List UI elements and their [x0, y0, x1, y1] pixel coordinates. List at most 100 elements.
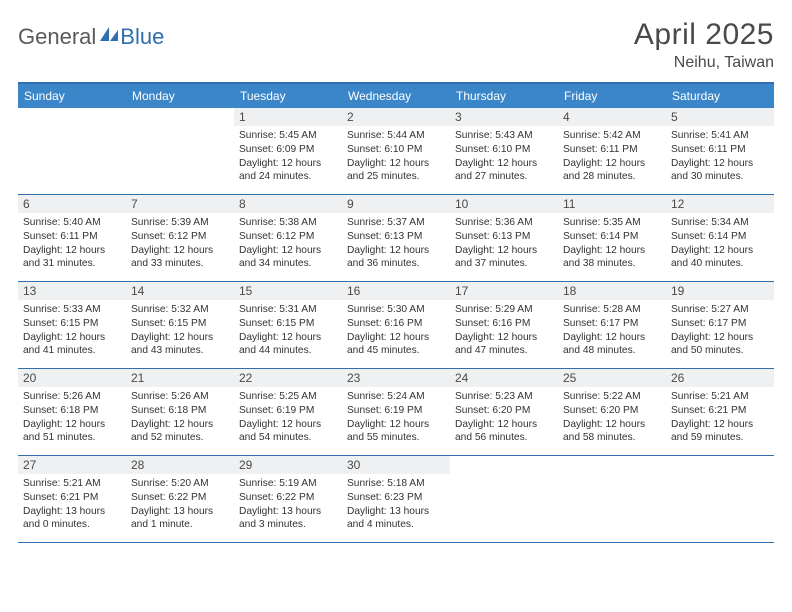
day-number: 25 [558, 369, 666, 387]
day-body: Sunrise: 5:38 AMSunset: 6:12 PMDaylight:… [234, 213, 342, 275]
day-number: 15 [234, 282, 342, 300]
day-cell [18, 108, 126, 194]
day-body: Sunrise: 5:22 AMSunset: 6:20 PMDaylight:… [558, 387, 666, 449]
day-cell [126, 108, 234, 194]
sunset-line: Sunset: 6:20 PM [455, 404, 553, 418]
day-number: 11 [558, 195, 666, 213]
dow-label: Saturday [666, 84, 774, 108]
sunrise-line: Sunrise: 5:29 AM [455, 303, 553, 317]
day-body: Sunrise: 5:25 AMSunset: 6:19 PMDaylight:… [234, 387, 342, 449]
sunrise-line: Sunrise: 5:22 AM [563, 390, 661, 404]
day-number: 1 [234, 108, 342, 126]
day-cell: 19Sunrise: 5:27 AMSunset: 6:17 PMDayligh… [666, 282, 774, 368]
calendar-weeks: 1Sunrise: 5:45 AMSunset: 6:09 PMDaylight… [18, 108, 774, 543]
day-body: Sunrise: 5:33 AMSunset: 6:15 PMDaylight:… [18, 300, 126, 362]
day-number: 12 [666, 195, 774, 213]
header: General Blue April 2025 Neihu, Taiwan [18, 18, 774, 72]
sunrise-line: Sunrise: 5:40 AM [23, 216, 121, 230]
title-block: April 2025 Neihu, Taiwan [634, 18, 774, 72]
day-number: 21 [126, 369, 234, 387]
sunrise-line: Sunrise: 5:36 AM [455, 216, 553, 230]
sunrise-line: Sunrise: 5:21 AM [671, 390, 769, 404]
month-title: April 2025 [634, 18, 774, 52]
sunset-line: Sunset: 6:14 PM [671, 230, 769, 244]
sunrise-line: Sunrise: 5:28 AM [563, 303, 661, 317]
day-body: Sunrise: 5:41 AMSunset: 6:11 PMDaylight:… [666, 126, 774, 188]
day-cell: 17Sunrise: 5:29 AMSunset: 6:16 PMDayligh… [450, 282, 558, 368]
daylight-line: Daylight: 12 hours and 33 minutes. [131, 244, 229, 272]
daylight-line: Daylight: 12 hours and 36 minutes. [347, 244, 445, 272]
sunrise-line: Sunrise: 5:21 AM [23, 477, 121, 491]
location: Neihu, Taiwan [634, 54, 774, 72]
day-number: 28 [126, 456, 234, 474]
day-cell: 11Sunrise: 5:35 AMSunset: 6:14 PMDayligh… [558, 195, 666, 281]
daylight-line: Daylight: 13 hours and 3 minutes. [239, 505, 337, 533]
sunset-line: Sunset: 6:16 PM [455, 317, 553, 331]
sunrise-line: Sunrise: 5:24 AM [347, 390, 445, 404]
day-cell: 10Sunrise: 5:36 AMSunset: 6:13 PMDayligh… [450, 195, 558, 281]
sunrise-line: Sunrise: 5:38 AM [239, 216, 337, 230]
dow-row: SundayMondayTuesdayWednesdayThursdayFrid… [18, 84, 774, 108]
daylight-line: Daylight: 12 hours and 48 minutes. [563, 331, 661, 359]
day-number: 3 [450, 108, 558, 126]
day-body: Sunrise: 5:36 AMSunset: 6:13 PMDaylight:… [450, 213, 558, 275]
day-body: Sunrise: 5:30 AMSunset: 6:16 PMDaylight:… [342, 300, 450, 362]
dow-label: Wednesday [342, 84, 450, 108]
sunset-line: Sunset: 6:10 PM [455, 143, 553, 157]
day-body: Sunrise: 5:42 AMSunset: 6:11 PMDaylight:… [558, 126, 666, 188]
day-body: Sunrise: 5:20 AMSunset: 6:22 PMDaylight:… [126, 474, 234, 536]
sunset-line: Sunset: 6:22 PM [131, 491, 229, 505]
day-body: Sunrise: 5:34 AMSunset: 6:14 PMDaylight:… [666, 213, 774, 275]
sunrise-line: Sunrise: 5:27 AM [671, 303, 769, 317]
sunrise-line: Sunrise: 5:18 AM [347, 477, 445, 491]
sunset-line: Sunset: 6:23 PM [347, 491, 445, 505]
day-cell: 25Sunrise: 5:22 AMSunset: 6:20 PMDayligh… [558, 369, 666, 455]
sunset-line: Sunset: 6:21 PM [23, 491, 121, 505]
day-number: 14 [126, 282, 234, 300]
daylight-line: Daylight: 12 hours and 34 minutes. [239, 244, 337, 272]
day-number: 27 [18, 456, 126, 474]
daylight-line: Daylight: 12 hours and 52 minutes. [131, 418, 229, 446]
day-body: Sunrise: 5:26 AMSunset: 6:18 PMDaylight:… [126, 387, 234, 449]
day-body: Sunrise: 5:19 AMSunset: 6:22 PMDaylight:… [234, 474, 342, 536]
sunrise-line: Sunrise: 5:25 AM [239, 390, 337, 404]
sunrise-line: Sunrise: 5:45 AM [239, 129, 337, 143]
week-row: 20Sunrise: 5:26 AMSunset: 6:18 PMDayligh… [18, 369, 774, 456]
daylight-line: Daylight: 13 hours and 1 minute. [131, 505, 229, 533]
sunset-line: Sunset: 6:22 PM [239, 491, 337, 505]
day-number: 13 [18, 282, 126, 300]
sunset-line: Sunset: 6:19 PM [347, 404, 445, 418]
day-cell: 30Sunrise: 5:18 AMSunset: 6:23 PMDayligh… [342, 456, 450, 542]
day-number: 30 [342, 456, 450, 474]
sail-icon [100, 27, 118, 41]
sunset-line: Sunset: 6:15 PM [239, 317, 337, 331]
sunset-line: Sunset: 6:20 PM [563, 404, 661, 418]
day-cell: 13Sunrise: 5:33 AMSunset: 6:15 PMDayligh… [18, 282, 126, 368]
calendar-page: General Blue April 2025 Neihu, Taiwan Su… [0, 0, 792, 543]
sunset-line: Sunset: 6:13 PM [347, 230, 445, 244]
day-number: 8 [234, 195, 342, 213]
sunset-line: Sunset: 6:11 PM [23, 230, 121, 244]
sunrise-line: Sunrise: 5:26 AM [131, 390, 229, 404]
day-number: 19 [666, 282, 774, 300]
day-body: Sunrise: 5:27 AMSunset: 6:17 PMDaylight:… [666, 300, 774, 362]
sunset-line: Sunset: 6:18 PM [23, 404, 121, 418]
daylight-line: Daylight: 12 hours and 30 minutes. [671, 157, 769, 185]
daylight-line: Daylight: 12 hours and 45 minutes. [347, 331, 445, 359]
daylight-line: Daylight: 12 hours and 38 minutes. [563, 244, 661, 272]
sunrise-line: Sunrise: 5:39 AM [131, 216, 229, 230]
dow-label: Sunday [18, 84, 126, 108]
day-cell: 2Sunrise: 5:44 AMSunset: 6:10 PMDaylight… [342, 108, 450, 194]
sunset-line: Sunset: 6:10 PM [347, 143, 445, 157]
sunrise-line: Sunrise: 5:19 AM [239, 477, 337, 491]
day-number: 29 [234, 456, 342, 474]
day-cell: 3Sunrise: 5:43 AMSunset: 6:10 PMDaylight… [450, 108, 558, 194]
day-cell: 12Sunrise: 5:34 AMSunset: 6:14 PMDayligh… [666, 195, 774, 281]
sunset-line: Sunset: 6:21 PM [671, 404, 769, 418]
sunset-line: Sunset: 6:15 PM [23, 317, 121, 331]
sunset-line: Sunset: 6:18 PM [131, 404, 229, 418]
week-row: 1Sunrise: 5:45 AMSunset: 6:09 PMDaylight… [18, 108, 774, 195]
daylight-line: Daylight: 12 hours and 28 minutes. [563, 157, 661, 185]
sunrise-line: Sunrise: 5:23 AM [455, 390, 553, 404]
daylight-line: Daylight: 12 hours and 43 minutes. [131, 331, 229, 359]
